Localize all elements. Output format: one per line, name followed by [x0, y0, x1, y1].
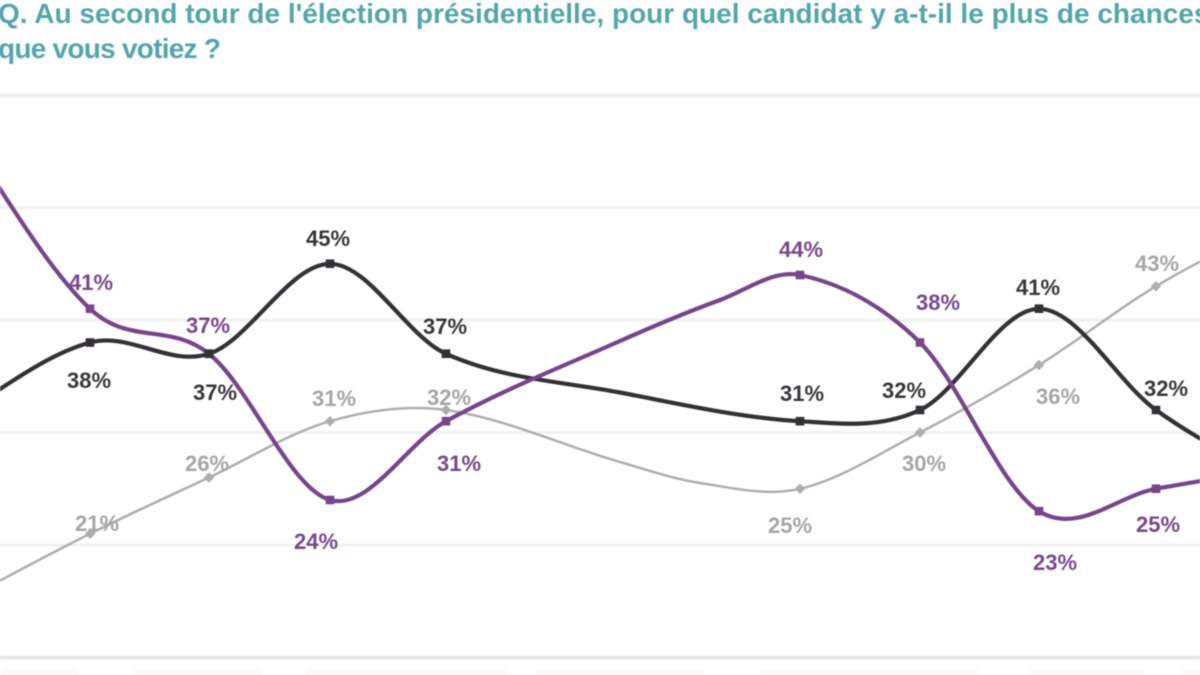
svg-text:32%: 32% — [1144, 376, 1188, 401]
svg-text:30%: 30% — [902, 451, 946, 476]
svg-text:25%: 25% — [768, 513, 812, 538]
svg-text:37%: 37% — [193, 380, 237, 405]
svg-text:31%: 31% — [437, 451, 481, 476]
svg-text:37%: 37% — [186, 313, 230, 338]
svg-text:23%: 23% — [1033, 550, 1077, 575]
svg-text:44%: 44% — [779, 237, 823, 262]
svg-text:38%: 38% — [67, 368, 111, 393]
svg-text:45%: 45% — [306, 226, 350, 251]
svg-text:41%: 41% — [69, 270, 113, 295]
svg-text:41%: 41% — [1016, 275, 1060, 300]
svg-text:43%: 43% — [1135, 251, 1179, 276]
svg-text:31%: 31% — [312, 386, 356, 411]
svg-text:24%: 24% — [294, 529, 338, 554]
svg-text:21%: 21% — [75, 511, 119, 536]
svg-text:32%: 32% — [882, 378, 926, 403]
svg-text:32%: 32% — [427, 385, 471, 410]
svg-text:31%: 31% — [780, 381, 824, 406]
svg-text:26%: 26% — [185, 451, 229, 476]
svg-text:25%: 25% — [1136, 512, 1180, 537]
svg-text:36%: 36% — [1036, 384, 1080, 409]
svg-text:37%: 37% — [423, 314, 467, 339]
svg-text:38%: 38% — [916, 290, 960, 315]
